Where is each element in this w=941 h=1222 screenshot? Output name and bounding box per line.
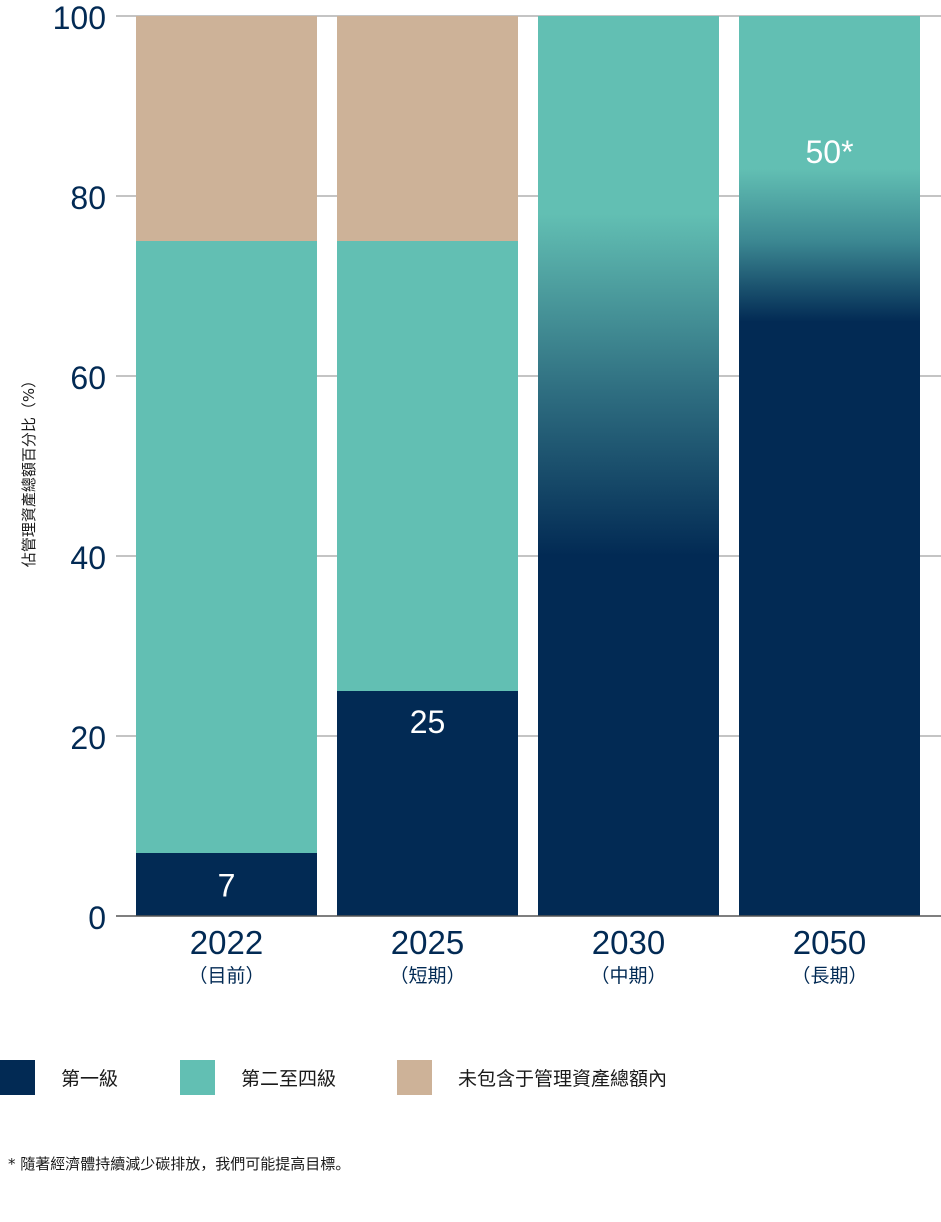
- y-axis-title: 佔管理資產總額百分比（%）: [20, 373, 38, 567]
- x-tick-label: 2050: [793, 924, 866, 961]
- legend-label: 第一級: [61, 1067, 119, 1090]
- bar-segment: [337, 16, 518, 241]
- footnote: * 隨著經濟體持續減少碳排放，我們可能提高目標。: [8, 1155, 351, 1173]
- bar-segment: [136, 241, 317, 853]
- x-tick-label: 2030: [592, 924, 665, 961]
- x-tick-sublabel: （中期）: [590, 965, 666, 987]
- legend-swatch: [180, 1059, 215, 1095]
- y-tick-label: 100: [53, 0, 106, 36]
- legend-item-tier2-4: 第二至四級: [180, 1058, 336, 1096]
- legend-item-tier1: 第一級: [0, 1058, 118, 1096]
- bar-segment-gradient: [538, 16, 719, 916]
- bar-data-label: 50*: [805, 134, 853, 170]
- bar-data-label: 7: [218, 868, 236, 904]
- y-tick-label: 20: [70, 720, 106, 756]
- y-tick-label: 80: [70, 180, 106, 216]
- y-tick-label: 0: [88, 900, 106, 936]
- y-tick-label: 40: [70, 540, 106, 576]
- bar-segment: [136, 16, 317, 241]
- legend-swatch: [0, 1059, 35, 1095]
- x-tick-label: 2022: [190, 924, 263, 961]
- x-tick-label: 2025: [391, 924, 464, 961]
- bar-data-label: 25: [410, 704, 446, 740]
- y-tick-label: 60: [70, 360, 106, 396]
- x-tick-sublabel: （短期）: [389, 965, 465, 987]
- x-tick-sublabel: （長期）: [791, 965, 867, 987]
- stacked-bar-chart: 7 25 50* 0 20 40 60 80 100 2022 （目前） 2025 （短期） 2030 （…: [20, 0, 941, 987]
- legend-item-excluded: 未包含于管理資產總額內: [397, 1058, 667, 1096]
- legend-label: 未包含于管理資產總額內: [458, 1067, 668, 1090]
- bar-segment: [337, 241, 518, 691]
- x-tick-sublabel: （目前）: [188, 965, 264, 987]
- bar-segment: [337, 691, 518, 916]
- legend: 第一級 第二至四級 未包含于管理資產總額內: [0, 1058, 941, 1098]
- legend-label: 第二至四級: [241, 1067, 337, 1090]
- bar-segment-gradient: [739, 16, 920, 916]
- bar-segment: [136, 853, 317, 916]
- legend-swatch: [397, 1059, 432, 1095]
